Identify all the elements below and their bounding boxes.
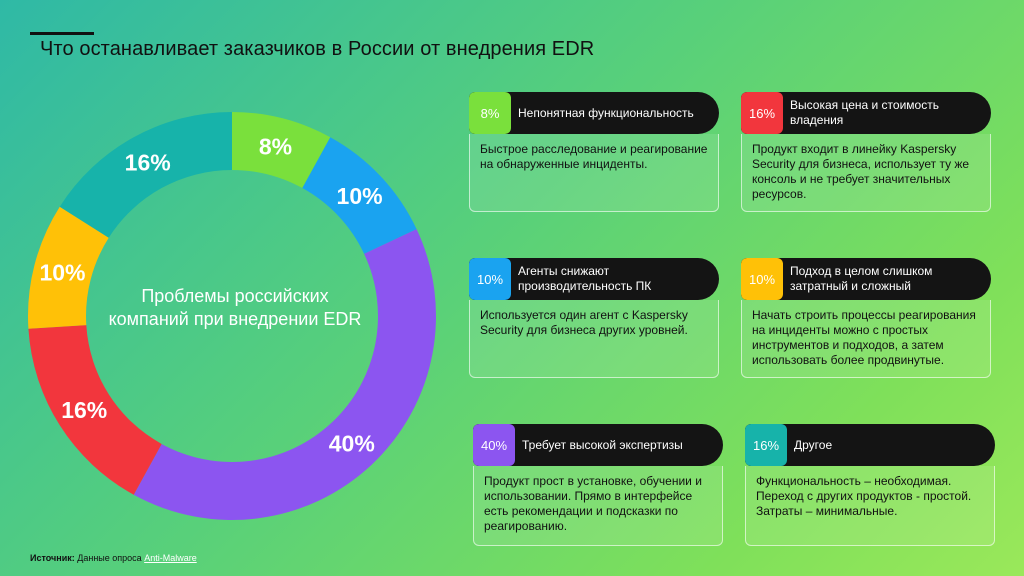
donut-label-1: 8%: [259, 133, 292, 159]
percent-badge: 8%: [469, 92, 511, 134]
percent-badge: 10%: [741, 258, 783, 300]
page-title: Что останавливает заказчиков в России от…: [40, 38, 595, 60]
donut-label-2: 10%: [337, 183, 383, 209]
donut-slice-5: [28, 206, 109, 329]
donut-slice-3: [133, 229, 437, 521]
donut-slice-4: [28, 325, 162, 495]
card-header: 16% Высокая цена и стоимость владения: [741, 92, 991, 134]
percent-badge: 40%: [473, 424, 515, 466]
card-header: 8% Непонятная функциональность: [469, 92, 719, 134]
donut-label-5: 10%: [39, 259, 85, 285]
donut-slice-2: [302, 137, 417, 254]
percent-badge: 16%: [741, 92, 783, 134]
donut-label-6: 16%: [125, 150, 171, 176]
donut-chart: 8% 10% 40% 16% 10% 16%: [28, 112, 437, 521]
card-text: Начать строить процессы реагирования на …: [741, 300, 991, 378]
card-header: 10% Подход в целом слишком затратный и с…: [741, 258, 991, 300]
card-title: Требует высокой экспертизы: [522, 437, 683, 452]
card-title: Другое: [794, 437, 833, 452]
card-text: Продукт прост в установке, обучении и ис…: [473, 466, 723, 546]
source-link[interactable]: Anti-Malware: [144, 553, 197, 563]
donut-label-3: 40%: [329, 431, 375, 457]
source-text: Данные опроса: [77, 553, 142, 563]
card-header: 10% Агенты снижают производительность ПК: [469, 258, 719, 300]
card-text: Быстрое расследование и реагирование на …: [469, 134, 719, 212]
donut-center-label: Проблемы российских компаний при внедрен…: [108, 286, 362, 329]
card-title: Подход в целом слишком затратный и сложн…: [790, 264, 933, 293]
card-title: Высокая цена и стоимость владения: [790, 98, 939, 127]
card-text: Продукт входит в линейку Kaspersky Secur…: [741, 134, 991, 212]
donut-label-4: 16%: [61, 397, 107, 423]
title-rule: [30, 32, 94, 35]
donut-slice-1: [232, 112, 331, 189]
source-label: Источник:: [30, 553, 75, 563]
card-text: Используется один агент с Kaspersky Secu…: [469, 300, 719, 378]
card-title: Агенты снижают производительность ПК: [518, 264, 652, 293]
source-note: Источник: Данные опроса Anti-Malware: [30, 553, 197, 563]
card-header: 40% Требует высокой экспертизы: [473, 424, 723, 466]
card-text: Функциональность – необходимая. Переход …: [745, 466, 995, 546]
percent-badge: 10%: [469, 258, 511, 300]
card-title: Непонятная функциональность: [518, 105, 694, 120]
percent-badge: 16%: [745, 424, 787, 466]
donut-slice-6: [59, 112, 232, 238]
card-header: 16% Другое: [745, 424, 995, 466]
